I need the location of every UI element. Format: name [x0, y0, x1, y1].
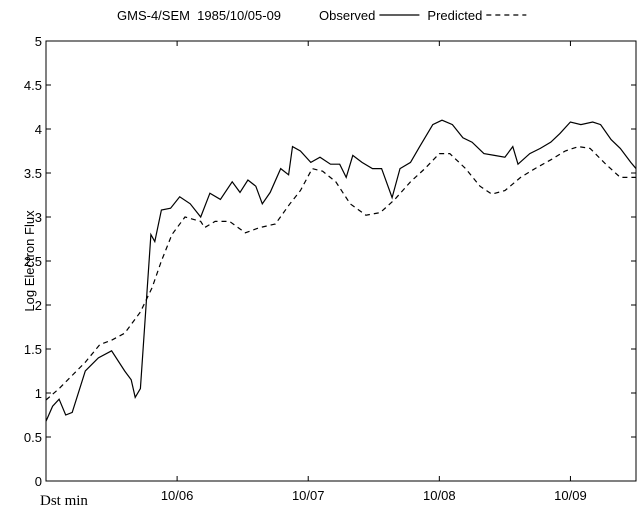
- y-tick-label: 3.5: [24, 166, 42, 181]
- y-tick-label: 1.5: [24, 342, 42, 357]
- x-tick-label: 10/07: [292, 488, 325, 503]
- y-tick-label: 2: [35, 298, 42, 313]
- legend-label: Predicted: [427, 8, 482, 23]
- x-tick-label: 10/08: [423, 488, 456, 503]
- x-tick-label: 10/06: [161, 488, 194, 503]
- y-tick-label: 4: [35, 122, 42, 137]
- y-tick-label: 2.5: [24, 254, 42, 269]
- legend-label: Observed: [319, 8, 375, 23]
- y-tick-label: 4.5: [24, 78, 42, 93]
- data-line: [45, 119, 637, 422]
- y-tick-label: 0.5: [24, 430, 42, 445]
- chart-title: GMS-4/SEM 1985/10/05-09: [117, 8, 281, 23]
- plot-frame: [45, 40, 637, 482]
- x-tick-label: 10/09: [554, 488, 587, 503]
- data-line: [45, 145, 636, 401]
- y-tick-label: 3: [35, 210, 42, 225]
- y-tick-label: 0: [35, 474, 42, 489]
- y-axis-label: Log Electron Flux: [22, 210, 37, 312]
- y-tick-label: 5: [35, 34, 42, 49]
- annotation: Dst min: [40, 493, 88, 509]
- y-tick-label: 1: [35, 386, 42, 401]
